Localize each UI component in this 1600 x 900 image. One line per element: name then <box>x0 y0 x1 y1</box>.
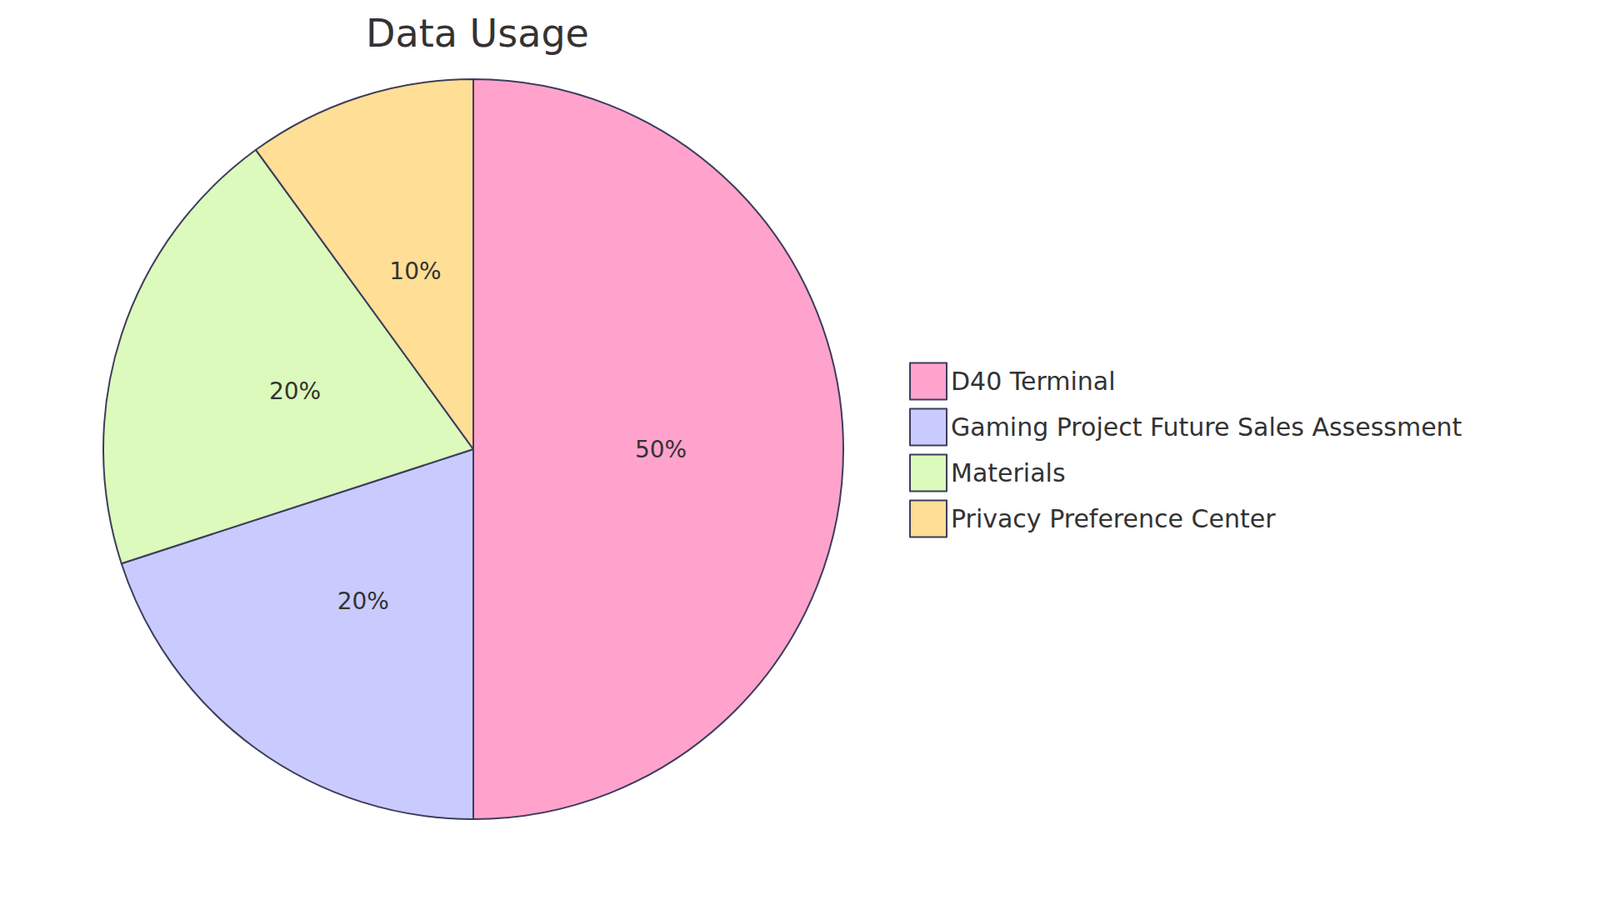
svg-text:20%: 20% <box>337 587 390 615</box>
svg-text:Data Usage: Data Usage <box>365 10 590 56</box>
svg-text:50%: 50% <box>635 435 687 464</box>
svg-text:Privacy Preference Center: Privacy Preference Center <box>950 504 1276 534</box>
svg-text:10%: 10% <box>389 257 441 285</box>
svg-text:20%: 20% <box>269 377 321 405</box>
svg-text:Materials: Materials <box>950 458 1066 488</box>
svg-text:Gaming Project Future Sales As: Gaming Project Future Sales Assessment <box>950 412 1463 442</box>
svg-text:D40 Terminal: D40 Terminal <box>950 366 1116 396</box>
